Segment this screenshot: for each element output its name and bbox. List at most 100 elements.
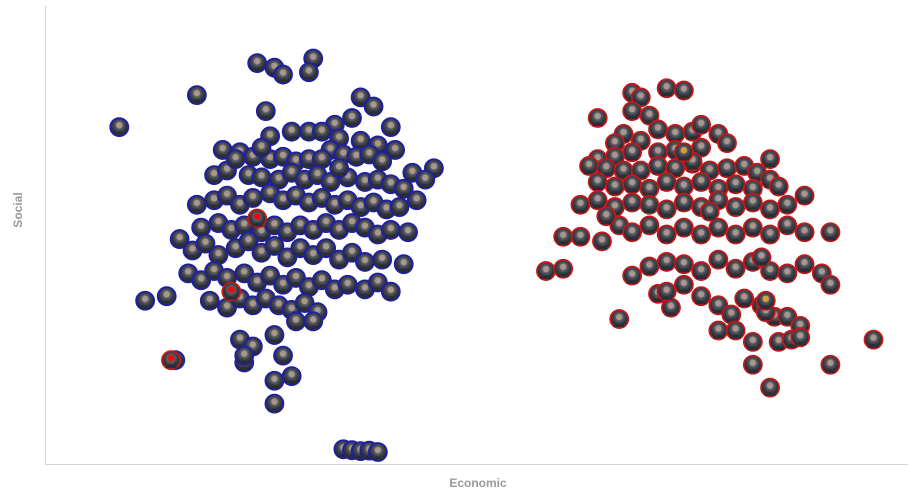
red-point[interactable]: [691, 286, 712, 307]
blue-point[interactable]: [255, 101, 276, 122]
red-point[interactable]: [760, 377, 780, 398]
red-point[interactable]: [587, 172, 608, 192]
blue-point[interactable]: [355, 252, 375, 272]
blue-point[interactable]: [264, 393, 285, 414]
red-point[interactable]: [570, 194, 591, 215]
red-point[interactable]: [648, 119, 668, 140]
red-point[interactable]: [553, 226, 574, 247]
blue-point[interactable]: [385, 140, 406, 160]
blue-point[interactable]: [264, 236, 285, 256]
blue-point[interactable]: [109, 117, 130, 138]
blue-point[interactable]: [355, 279, 375, 300]
blue-point[interactable]: [273, 345, 293, 366]
blue-point[interactable]: [191, 270, 212, 291]
red-point[interactable]: [699, 201, 720, 222]
red-point[interactable]: [863, 329, 884, 350]
red-point[interactable]: [587, 190, 608, 211]
highlight-point[interactable]: [755, 290, 776, 311]
red-point[interactable]: [742, 354, 763, 375]
red-point[interactable]: [622, 192, 643, 213]
blue-point[interactable]: [234, 345, 255, 366]
red-point[interactable]: [790, 327, 811, 348]
red-point[interactable]: [708, 249, 729, 270]
red-point[interactable]: [717, 158, 737, 179]
blue-point[interactable]: [199, 290, 220, 311]
red-point[interactable]: [777, 263, 798, 284]
red-point[interactable]: [777, 194, 798, 215]
red-point[interactable]: [630, 87, 651, 108]
blue-point[interactable]: [398, 222, 418, 243]
highlight-point[interactable]: [161, 350, 181, 371]
blue-point[interactable]: [186, 194, 207, 215]
blue-point[interactable]: [342, 108, 362, 128]
blue-point[interactable]: [372, 249, 393, 270]
red-point[interactable]: [760, 199, 780, 220]
red-point[interactable]: [673, 254, 694, 275]
red-point[interactable]: [648, 156, 668, 176]
red-point[interactable]: [536, 261, 556, 281]
red-point[interactable]: [742, 331, 763, 352]
red-point[interactable]: [794, 185, 815, 206]
blue-point[interactable]: [316, 238, 337, 259]
blue-point[interactable]: [372, 151, 393, 172]
blue-point[interactable]: [281, 366, 302, 387]
blue-point[interactable]: [135, 290, 156, 311]
red-point[interactable]: [656, 172, 677, 192]
blue-point[interactable]: [337, 274, 358, 295]
blue-point[interactable]: [191, 217, 212, 238]
blue-point[interactable]: [406, 190, 427, 211]
red-point[interactable]: [609, 309, 630, 329]
red-point[interactable]: [691, 172, 712, 192]
red-point[interactable]: [639, 194, 660, 215]
red-point[interactable]: [587, 108, 608, 128]
red-point[interactable]: [760, 149, 780, 169]
blue-point[interactable]: [380, 281, 401, 302]
red-point[interactable]: [742, 192, 763, 213]
red-point[interactable]: [622, 142, 643, 163]
red-point[interactable]: [691, 261, 712, 281]
blue-point[interactable]: [286, 311, 306, 332]
blue-point[interactable]: [393, 178, 414, 199]
red-point[interactable]: [691, 114, 712, 135]
red-point[interactable]: [777, 215, 798, 236]
red-point[interactable]: [751, 247, 772, 268]
highlight-point[interactable]: [221, 281, 242, 302]
red-point[interactable]: [579, 156, 599, 176]
red-point[interactable]: [656, 199, 677, 220]
red-point[interactable]: [673, 274, 694, 295]
blue-point[interactable]: [359, 144, 380, 165]
red-point[interactable]: [673, 217, 694, 238]
blue-point[interactable]: [415, 169, 436, 190]
highlight-point[interactable]: [673, 142, 694, 163]
red-point[interactable]: [794, 222, 815, 243]
red-point[interactable]: [673, 80, 694, 101]
red-point[interactable]: [742, 217, 763, 238]
blue-point[interactable]: [251, 137, 272, 158]
blue-point[interactable]: [286, 268, 306, 288]
red-point[interactable]: [639, 256, 660, 277]
red-point[interactable]: [725, 320, 746, 341]
blue-point[interactable]: [393, 254, 414, 275]
blue-point[interactable]: [195, 233, 216, 254]
blue-point[interactable]: [367, 442, 388, 462]
blue-point[interactable]: [225, 149, 246, 169]
blue-point[interactable]: [264, 325, 285, 345]
blue-point[interactable]: [337, 190, 358, 211]
red-point[interactable]: [725, 174, 746, 195]
red-point[interactable]: [721, 304, 742, 325]
red-point[interactable]: [656, 78, 677, 99]
red-point[interactable]: [605, 176, 625, 197]
red-point[interactable]: [820, 222, 841, 243]
red-point[interactable]: [725, 197, 746, 217]
blue-point[interactable]: [247, 53, 268, 74]
blue-point[interactable]: [286, 185, 306, 206]
blue-point[interactable]: [389, 197, 410, 217]
blue-point[interactable]: [273, 64, 293, 85]
red-point[interactable]: [639, 215, 660, 236]
blue-point[interactable]: [380, 220, 401, 240]
blue-point[interactable]: [380, 117, 401, 138]
red-point[interactable]: [820, 354, 841, 375]
red-point[interactable]: [768, 176, 789, 197]
red-point[interactable]: [673, 192, 694, 213]
red-point[interactable]: [570, 226, 591, 247]
